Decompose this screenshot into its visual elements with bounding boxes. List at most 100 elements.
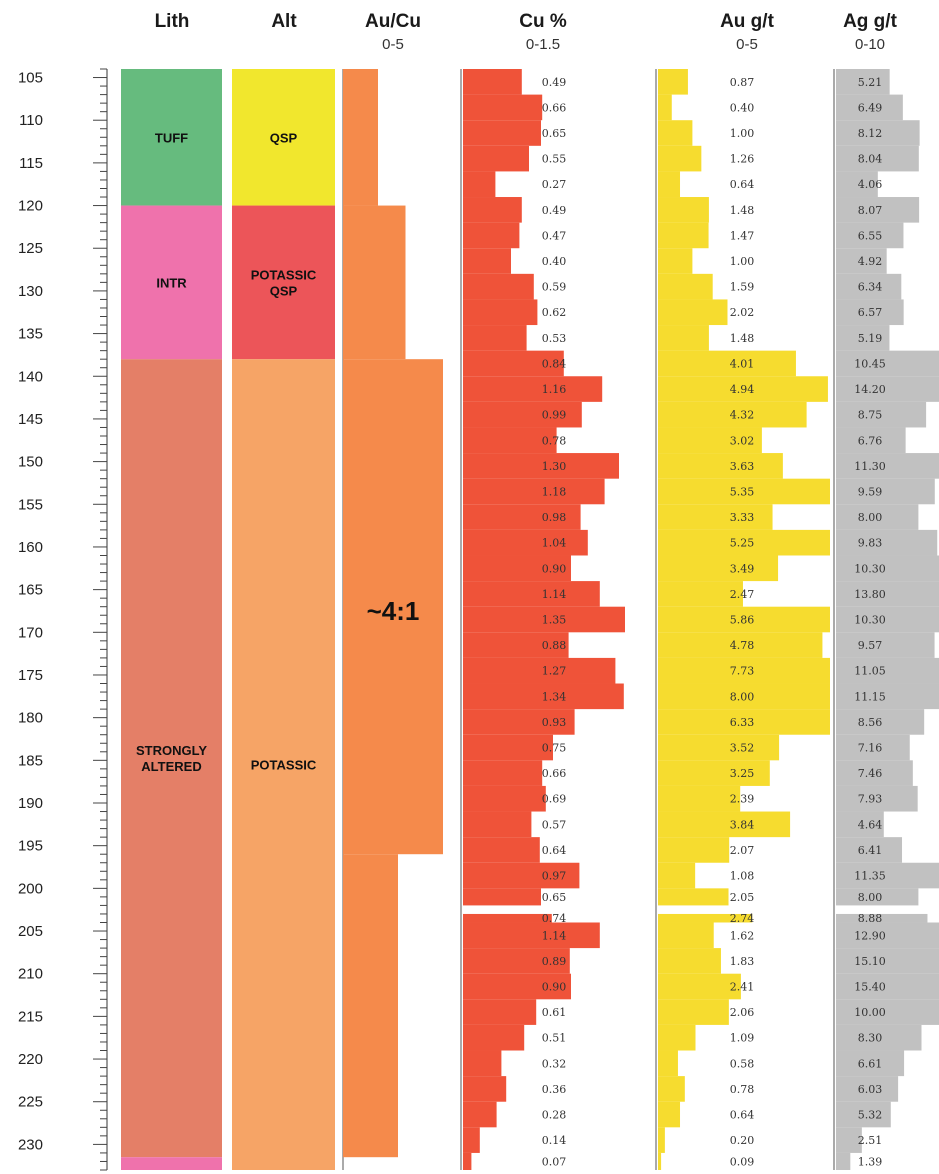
au-value-label: 6.33 xyxy=(730,716,755,729)
au-value-label: 0.09 xyxy=(730,1155,755,1168)
alt-label: QSP xyxy=(270,130,298,145)
ag-value-label: 6.57 xyxy=(858,306,883,319)
cu-value-label: 0.32 xyxy=(542,1057,567,1070)
au-bar xyxy=(658,922,714,949)
au-value-label: 0.87 xyxy=(730,76,755,89)
au-bar xyxy=(658,734,780,761)
ag-value-label: 7.16 xyxy=(858,742,883,755)
au-bar xyxy=(658,1127,665,1153)
depth-tick-label: 160 xyxy=(18,539,43,556)
ag-value-label: 9.83 xyxy=(858,537,883,550)
cu-value-label: 0.98 xyxy=(542,511,567,524)
depth-tick-label: 195 xyxy=(18,838,43,855)
au-bar xyxy=(658,657,830,684)
au-value-label: 1.26 xyxy=(730,153,755,166)
cu-bar xyxy=(463,999,537,1025)
cu-bar xyxy=(463,632,569,658)
au-value-label: 4.78 xyxy=(730,639,755,652)
cu-bar xyxy=(463,94,543,121)
ag-value-label: 6.76 xyxy=(858,434,883,447)
cu-bar xyxy=(463,1152,472,1170)
au-bar xyxy=(658,837,730,863)
au-bar xyxy=(658,120,693,146)
ag-bar xyxy=(836,785,918,812)
ag-bar xyxy=(836,555,939,582)
ag-value-label: 10.45 xyxy=(854,357,886,370)
cu-bar xyxy=(463,273,534,300)
ag-bar xyxy=(836,478,935,505)
lith-label: ALTERED xyxy=(141,759,201,774)
ag-value-label: 8.56 xyxy=(858,716,883,729)
ag-value-label: 7.46 xyxy=(858,767,883,780)
au-value-label: 3.02 xyxy=(730,434,755,447)
cu-value-label: 1.34 xyxy=(542,690,567,703)
cu-value-label: 0.28 xyxy=(542,1109,567,1122)
lith-header: Lith xyxy=(155,11,190,32)
ag-bar xyxy=(836,222,904,249)
au-bar xyxy=(658,1024,696,1051)
ag-value-label: 5.19 xyxy=(858,332,883,345)
aucu-bar xyxy=(343,854,398,1158)
cu-value-label: 0.84 xyxy=(542,357,567,370)
au-bar xyxy=(658,913,753,923)
cu-value-label: 0.36 xyxy=(542,1083,567,1096)
ag-value-label: 4.06 xyxy=(858,178,883,191)
au-bar xyxy=(658,1076,685,1102)
ag-bar xyxy=(836,837,903,863)
lith-interval xyxy=(121,359,222,1158)
cu-value-label: 1.27 xyxy=(542,665,567,678)
aucu-range: 0-5 xyxy=(382,36,404,53)
cu-value-label: 0.55 xyxy=(542,153,567,166)
cu-bar xyxy=(463,606,625,633)
ag-bar xyxy=(836,427,906,454)
ag-bar xyxy=(836,1076,899,1102)
ag-value-label: 8.00 xyxy=(858,891,883,904)
cu-bar xyxy=(463,734,553,761)
ag-bar xyxy=(836,760,913,786)
ag-value-label: 1.39 xyxy=(858,1155,883,1168)
cu-value-label: 0.90 xyxy=(542,562,567,575)
lith-label: STRONGLY xyxy=(136,743,207,758)
cu-bar xyxy=(463,376,603,402)
cu-bar xyxy=(463,325,527,351)
cu-bar xyxy=(463,248,511,274)
cu-value-label: 0.75 xyxy=(542,742,567,755)
cu-column: 0.49 0.66 0.65 0.55 0.27 0.49 0.47 0.40 0.59 0.62… xyxy=(460,69,625,1170)
au-value-label: 1.08 xyxy=(730,870,755,883)
alt-label: POTASSIC xyxy=(251,267,317,282)
au-value-label: 1.09 xyxy=(730,1032,755,1045)
au-bar xyxy=(658,504,773,530)
cu-bar xyxy=(463,888,541,906)
ag-bar xyxy=(836,529,938,556)
cu-value-label: 0.88 xyxy=(542,639,567,652)
cu-value-label: 0.93 xyxy=(542,716,567,729)
lith-interval xyxy=(121,1157,222,1170)
alt-label: QSP xyxy=(270,283,298,298)
alt-interval xyxy=(232,69,335,206)
cu-bar xyxy=(463,973,571,1000)
au-value-label: 3.52 xyxy=(730,742,755,755)
cu-bar xyxy=(463,760,543,786)
depth-tick-label: 125 xyxy=(18,240,43,257)
cu-bar xyxy=(463,145,529,172)
ag-bar xyxy=(836,171,878,198)
au-cu-ratio-label: ~4:1 xyxy=(367,596,420,626)
cu-bar xyxy=(463,657,616,684)
cu-value-label: 0.53 xyxy=(542,332,567,345)
au-bar xyxy=(658,222,709,249)
ag-value-label: 6.34 xyxy=(858,281,883,294)
depth-tick-label: 155 xyxy=(18,496,43,513)
ag-value-label: 11.30 xyxy=(854,460,886,473)
cu-value-label: 0.40 xyxy=(542,255,567,268)
ag-bar xyxy=(836,999,939,1025)
au-bar xyxy=(658,325,709,351)
ag-bar xyxy=(836,69,890,95)
ag-value-label: 8.12 xyxy=(858,127,883,140)
alt-interval xyxy=(232,205,335,360)
depth-tick-label: 205 xyxy=(18,923,43,940)
cu-bar xyxy=(463,529,588,556)
au-bar xyxy=(658,888,729,906)
ag-value-label: 10.30 xyxy=(854,614,886,627)
aucu-bar xyxy=(343,205,406,360)
